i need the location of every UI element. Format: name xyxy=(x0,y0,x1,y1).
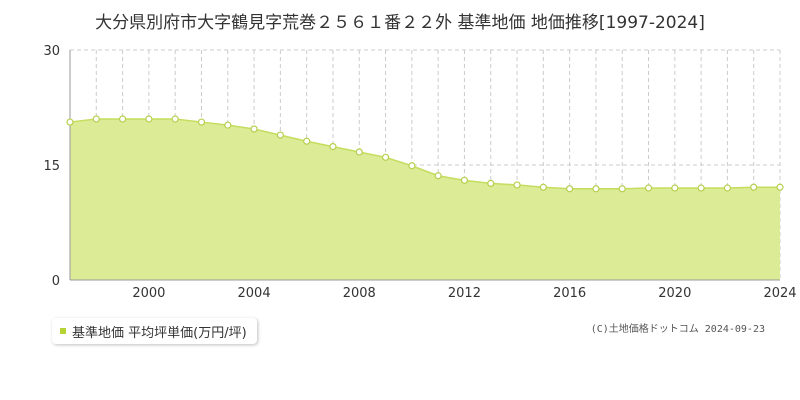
data-point xyxy=(697,184,705,192)
y-tick-label: 30 xyxy=(43,44,60,59)
data-point xyxy=(250,125,258,133)
data-point xyxy=(118,115,127,123)
data-point xyxy=(618,185,626,193)
y-tick-label: 15 xyxy=(43,159,60,174)
chart-title: 大分県別府市大字鶴見字荒巻２５６１番２２外 基準地価 地価推移[1997-202… xyxy=(95,13,705,33)
x-tick-label: 2012 xyxy=(448,286,481,301)
x-tick-label: 2024 xyxy=(763,286,796,301)
series-area xyxy=(70,119,780,280)
x-tick-label: 2004 xyxy=(238,286,271,301)
data-point xyxy=(434,172,442,180)
y-tick-label: 0 xyxy=(52,274,60,289)
data-point xyxy=(776,183,784,191)
data-point xyxy=(329,143,337,151)
legend-swatch xyxy=(60,328,66,334)
data-point xyxy=(750,183,758,191)
x-tick-label: 2020 xyxy=(658,286,691,301)
x-tick-label: 2016 xyxy=(553,286,586,301)
data-point xyxy=(671,184,679,192)
legend: 基準地価 平均坪単価(万円/坪) xyxy=(52,318,257,344)
data-point xyxy=(66,118,74,126)
data-point xyxy=(460,176,469,184)
data-point xyxy=(644,184,653,192)
x-tick-label: 2008 xyxy=(343,286,376,301)
x-tick-label: 2000 xyxy=(132,286,165,301)
legend-label: 基準地価 平均坪単価(万円/坪) xyxy=(72,325,247,341)
data-point xyxy=(145,115,153,123)
data-point xyxy=(723,184,732,192)
data-point xyxy=(303,137,311,145)
copyright-text: (C)土地価格ドットコム 2024-09-23 xyxy=(590,324,765,335)
data-point xyxy=(566,185,574,193)
data-point xyxy=(381,153,390,161)
data-point xyxy=(487,179,495,187)
data-point xyxy=(224,121,232,129)
series-line xyxy=(69,118,780,190)
data-point xyxy=(408,162,416,170)
data-point xyxy=(592,185,600,193)
data-point xyxy=(92,115,100,123)
data-point xyxy=(539,183,547,191)
data-point xyxy=(513,181,521,189)
data-point xyxy=(355,148,363,156)
data-point xyxy=(276,131,284,139)
data-point xyxy=(197,118,206,126)
data-point xyxy=(171,115,179,123)
